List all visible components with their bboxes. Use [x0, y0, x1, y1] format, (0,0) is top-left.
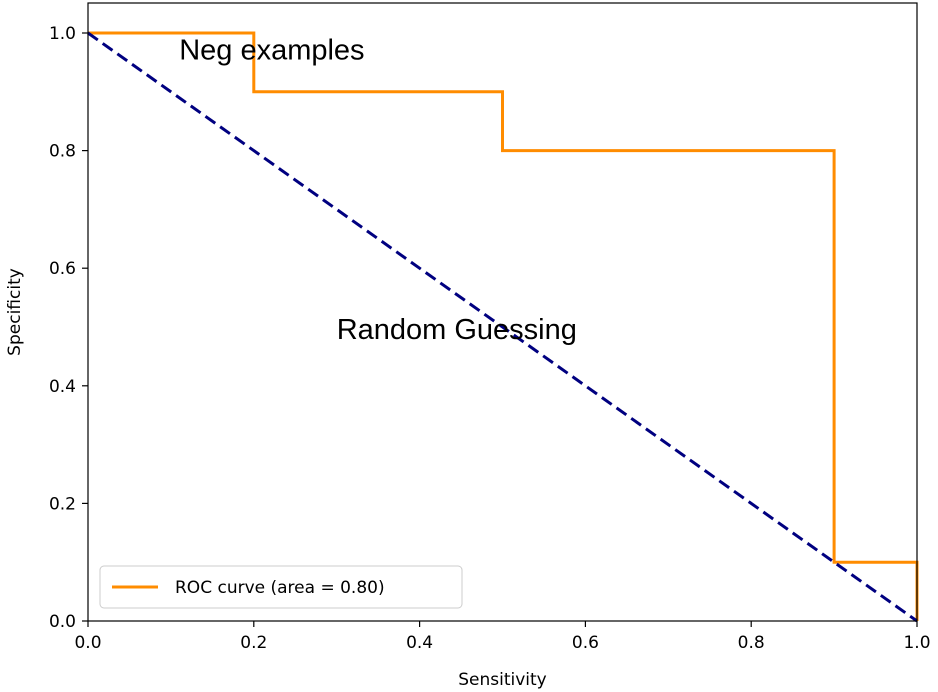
x-tick-label: 0.8 [738, 633, 765, 653]
x-axis-label: Sensitivity [458, 670, 547, 690]
ticks-layer: 0.0 0.2 0.4 0.6 0.8 1.0 0.0 0.2 0.4 0.6 0.8 1.0 [49, 24, 931, 653]
x-tick-label: 0.6 [572, 633, 599, 653]
annotation-layer: Neg examples Random Guessing [179, 34, 577, 345]
legend-box [99, 565, 463, 609]
annotation-text: Neg examples [179, 34, 364, 66]
y-tick-label: 0.6 [49, 259, 76, 279]
y-tick-label: 1.0 [49, 24, 76, 44]
roc-curve-line [88, 31, 919, 621]
y-tick-label: 0.2 [49, 494, 76, 514]
plot-frame [87, 2, 918, 622]
legend: ROC curve (area = 0.80) [99, 565, 463, 609]
y-axis-label: Specificity [5, 268, 25, 356]
series-layer [87, 31, 919, 623]
annotation-text: Random Guessing [337, 314, 577, 346]
y-tick-label: 0.4 [49, 377, 76, 397]
random-guess-diagonal-line [87, 31, 918, 623]
legend-label: ROC curve (area = 0.80) [175, 578, 385, 598]
y-tick-label: 0.8 [49, 142, 76, 162]
y-tick-label: 0.0 [49, 612, 76, 632]
x-tick-label: 0.4 [406, 633, 433, 653]
x-tick-label: 0.0 [74, 633, 101, 653]
x-tick-label: 0.2 [240, 633, 267, 653]
x-tick-label: 1.0 [903, 633, 930, 653]
